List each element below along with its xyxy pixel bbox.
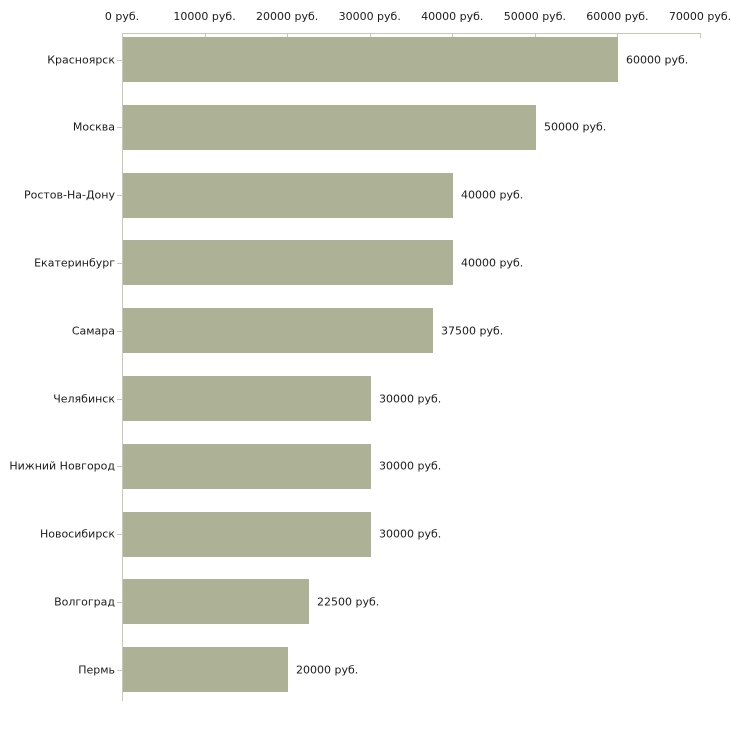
value-label: 50000 руб.: [544, 120, 607, 134]
x-axis-tick: [122, 33, 123, 38]
y-axis-tick: [117, 398, 122, 400]
value-label: 22500 руб.: [317, 595, 380, 609]
category-label: Москва: [72, 120, 115, 134]
category-label: Ростов-На-Дону: [23, 188, 115, 202]
category-label: Самара: [71, 324, 115, 338]
x-axis-tick-label: 10000 руб.: [173, 10, 236, 23]
y-axis-tick: [117, 669, 122, 671]
bar: [123, 647, 288, 693]
x-axis-tick-label: 40000 руб.: [421, 10, 484, 23]
y-axis-tick: [117, 466, 122, 468]
bar: [123, 104, 536, 150]
bar: [123, 172, 453, 218]
bar: [123, 308, 433, 354]
x-axis-tick: [204, 33, 206, 38]
x-axis-tick: [617, 33, 619, 38]
category-label: Новосибирск: [39, 527, 115, 541]
category-label: Волгоград: [54, 595, 115, 609]
category-label: Екатеринбург: [34, 256, 115, 270]
y-axis-tick: [117, 330, 122, 332]
category-label: Красноярск: [47, 53, 115, 66]
value-label: 20000 руб.: [296, 663, 359, 677]
x-axis-tick: [700, 33, 701, 38]
x-axis-tick: [534, 33, 536, 38]
bar: [123, 511, 371, 557]
category-label: Челябинск: [53, 392, 115, 405]
value-label: 30000 руб.: [379, 392, 442, 405]
x-axis-tick-label: 60000 руб.: [586, 10, 649, 23]
y-axis-tick: [117, 601, 122, 603]
category-label: Нижний Новгород: [9, 459, 115, 473]
value-label: 60000 руб.: [626, 53, 689, 66]
bar: [123, 443, 371, 489]
bar: [123, 37, 618, 82]
bar: [123, 240, 453, 286]
value-label: 40000 руб.: [461, 256, 524, 270]
value-label: 37500 руб.: [441, 324, 504, 338]
y-axis-tick: [117, 534, 122, 536]
bar: [123, 579, 309, 625]
category-label: Пермь: [78, 663, 115, 677]
value-label: 40000 руб.: [461, 188, 524, 202]
y-axis-line: [122, 33, 123, 701]
y-axis-tick: [117, 262, 122, 264]
value-label: 30000 руб.: [379, 527, 442, 541]
bar: [123, 376, 371, 421]
x-axis-tick-label: 20000 руб.: [256, 10, 319, 23]
x-axis-tick-label: 0 руб.: [104, 10, 140, 23]
y-axis-tick: [117, 59, 122, 61]
x-axis-tick-label: 50000 руб.: [503, 10, 566, 23]
y-axis-tick: [117, 127, 122, 129]
x-axis-tick: [287, 33, 289, 38]
x-axis-tick: [452, 33, 454, 38]
x-axis-tick: [369, 33, 371, 38]
x-axis-line: [122, 33, 700, 34]
value-label: 30000 руб.: [379, 459, 442, 473]
x-axis-tick-label: 70000 руб.: [668, 10, 730, 23]
y-axis-tick: [117, 195, 122, 197]
x-axis-tick-label: 30000 руб.: [338, 10, 401, 23]
